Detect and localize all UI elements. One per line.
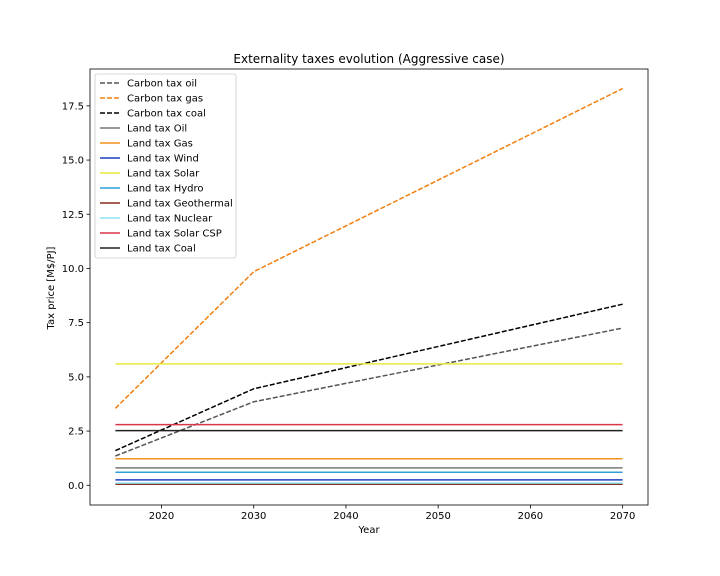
legend-label: Carbon tax oil [127,79,197,90]
y-tick-label: 10.0 [62,264,84,275]
x-tick-label: 2050 [425,511,450,522]
y-tick-label: 7.5 [68,318,84,329]
legend-box [94,73,237,259]
series-line-1 [114,87,623,409]
x-tick-label: 2040 [333,511,358,522]
x-tick-label: 2060 [518,511,543,522]
y-tick-label: 12.5 [62,210,84,221]
x-axis-label: Year [357,525,380,536]
legend-label: Carbon tax gas [127,94,203,105]
legend-label: Land tax Solar CSP [127,229,222,240]
legend-label: Land tax Geothermal [127,199,233,210]
y-tick-label: 5.0 [68,372,84,383]
legend-label: Land tax Hydro [127,184,204,195]
x-tick-label: 2070 [610,511,635,522]
y-tick-label: 17.5 [62,101,84,112]
series-line-0 [115,327,623,457]
y-tick-label: 2.5 [68,427,84,438]
plot-area-frame [89,68,649,506]
x-tick-label: 2030 [241,511,266,522]
legend-label: Land tax Wind [127,154,199,165]
legend-label: Land tax Gas [127,139,193,150]
legend-label: Land tax Solar [127,169,200,180]
y-tick-label: 15.0 [62,156,84,167]
chart-title: Externality taxes evolution (Aggressive … [233,52,504,66]
legend-label: Land tax Coal [127,244,196,255]
legend-label: Land tax Oil [127,124,187,135]
y-tick-label: 0.0 [68,481,84,492]
legend-label: Carbon tax coal [127,109,206,120]
series-layer [114,87,623,485]
x-tick-label: 2020 [149,511,174,522]
legend-label: Land tax Nuclear [127,214,213,225]
tick-layer: 2020 2030 2040 2050 2060 2070 0.0 2.5 5.0 7.5 10.0… [62,101,636,522]
y-axis-label: Tax price [M$/PJ] [46,246,57,330]
legend: Carbon tax oil Carbon tax gas Carbon tax c… [94,73,237,259]
